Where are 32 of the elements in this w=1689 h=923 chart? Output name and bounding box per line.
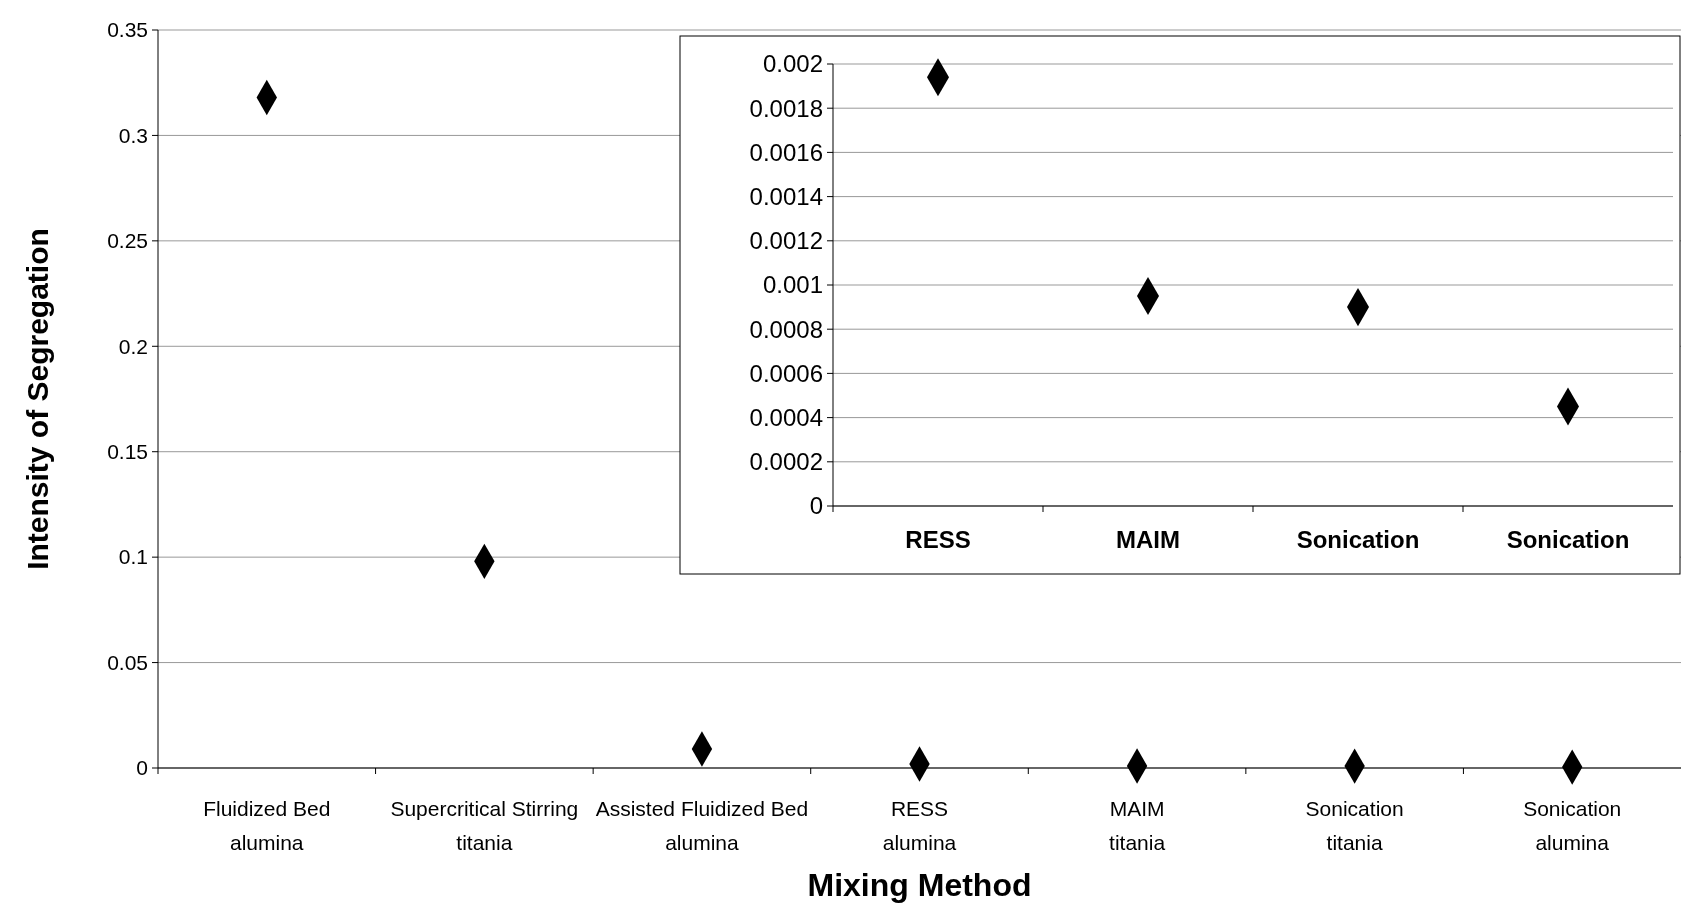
y-tick-label: 0.15 — [107, 440, 148, 464]
x-tick-label: Supercritical Stirring titania — [390, 797, 579, 854]
y-tick-label: 0.002 — [762, 50, 823, 78]
x-axis-title: Mixing Method — [807, 867, 1032, 903]
y-tick-label: 0.0018 — [749, 94, 823, 122]
x-tick-label: RESS alumina — [882, 797, 957, 854]
y-tick-label: 0.0004 — [749, 404, 823, 431]
x-tick-label: Sonication — [1506, 526, 1630, 553]
y-tick-label: 0 — [136, 756, 148, 780]
y-tick-label: 0.0008 — [749, 315, 823, 343]
y-tick-label: 0.001 — [762, 271, 823, 299]
y-tick-label: 0.0002 — [749, 448, 823, 476]
y-tick-label: 0.0014 — [749, 183, 823, 210]
y-tick-label: 0.2 — [118, 334, 148, 358]
y-tick-label: 0.0016 — [749, 138, 823, 166]
x-tick-label: Sonication titania — [1305, 797, 1404, 854]
x-tick-label: RESS — [905, 526, 971, 553]
y-tick-label: 0.3 — [118, 123, 148, 147]
y-tick-label: 0.25 — [107, 229, 148, 253]
y-tick-label: 0 — [809, 492, 823, 520]
y-tick-label: 0.0012 — [749, 227, 823, 255]
y-tick-label: 0.05 — [107, 650, 148, 674]
y-axis-title: Intensity of Segregation — [21, 228, 54, 570]
x-tick-label: Sonication alumina — [1523, 797, 1622, 854]
y-tick-label: 0.0006 — [749, 359, 823, 387]
x-tick-label: MAIM titania — [1109, 797, 1166, 854]
x-tick-label: MAIM — [1116, 526, 1180, 553]
x-tick-label: Fluidized Bed alumina — [203, 797, 331, 854]
x-tick-label: Assisted Fluidized Bed alumina — [595, 797, 809, 854]
y-tick-label: 0.1 — [118, 545, 148, 569]
y-tick-label: 0.35 — [107, 18, 148, 42]
x-tick-label: Sonication — [1296, 526, 1420, 553]
